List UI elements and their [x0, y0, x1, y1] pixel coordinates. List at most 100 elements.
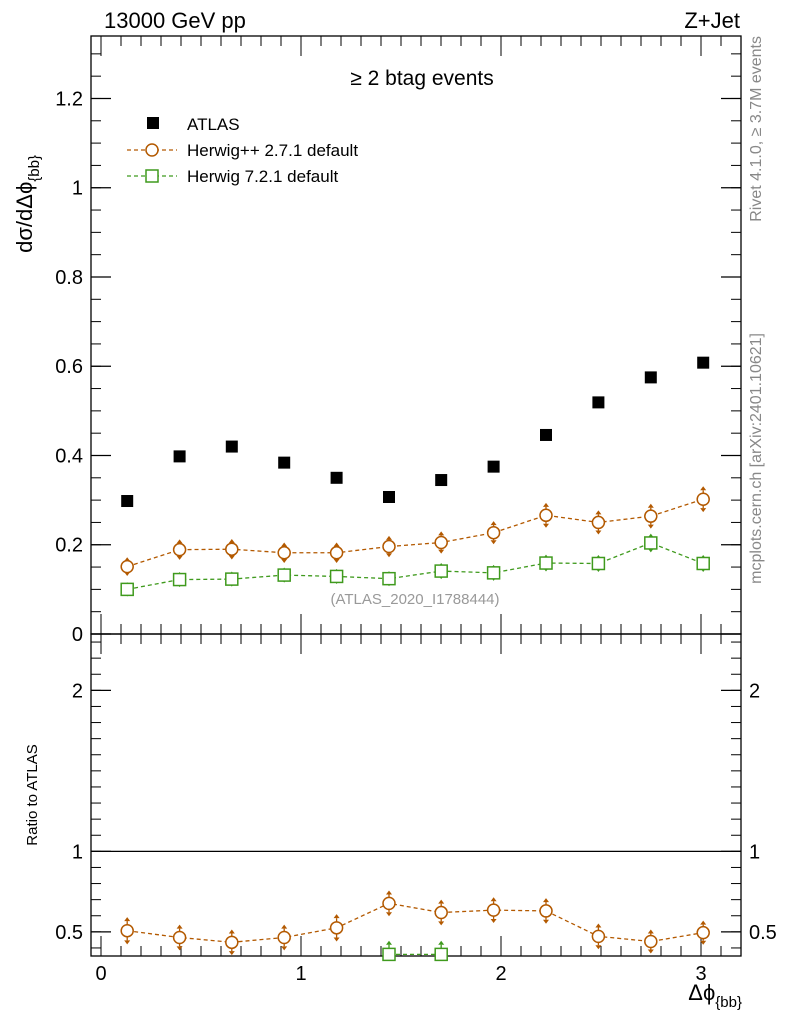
herwigpp-point-errorbar-cap-top — [543, 502, 549, 507]
herwig7-ratio-errorbar-cap — [438, 940, 445, 945]
herwigpp-ratio-point-errorbar-cap-bottom — [333, 937, 340, 942]
herwigpp-ratio-point — [329, 921, 344, 935]
herwigpp-ratio-point-errorbar-cap-bottom — [700, 940, 707, 945]
x-tick-label: 1 — [295, 963, 306, 985]
ratio-y-tick-label-right: 2 — [749, 680, 760, 702]
herwig7-point — [644, 536, 658, 550]
herwig7-series-line — [127, 542, 704, 591]
main-y-axis: 0 0.2 0.4 0.6 0.8 1 1.2 — [55, 53, 741, 646]
svg-text:dσ/dΔϕ{bb}: dσ/dΔϕ{bb} — [12, 155, 43, 253]
herwigpp-ratio-point-errorbar-cap-bottom — [124, 940, 131, 945]
herwigpp-point-errorbar-cap-bottom — [333, 559, 340, 564]
herwigpp-ratio-point-errorbar-cap-bottom — [281, 946, 288, 951]
herwigpp-point-errorbar-cap-bottom — [176, 555, 183, 560]
herwigpp-ratio-point — [486, 903, 501, 917]
main-y-tick-label: 0.2 — [55, 535, 83, 557]
herwigpp-ratio-line — [127, 902, 704, 943]
herwigpp-ratio-point-errorbar-cap-top — [228, 929, 235, 934]
herwigpp-point-errorbar-cap-bottom — [386, 553, 392, 558]
herwigpp-ratio-point-errorbar-cap-top — [543, 898, 549, 903]
herwigpp-point-errorbar-cap-top — [700, 486, 707, 491]
herwigpp-ratio-point-errorbar-cap-bottom — [438, 921, 445, 926]
xlabel-sub: {bb} — [715, 994, 742, 1011]
herwigpp-point-errorbar-cap-top — [595, 510, 602, 515]
herwigpp-ratio-point — [591, 929, 606, 944]
herwigpp-ratio-point — [225, 935, 239, 950]
header-energy: 13000 GeV pp — [104, 8, 246, 33]
herwigpp-point-errorbar-cap-bottom — [281, 559, 288, 564]
herwigpp-ratio-point-errorbar-cap-bottom — [490, 918, 497, 923]
herwigpp-ratio-point — [277, 930, 291, 945]
herwigpp-point-errorbar-cap-bottom — [543, 523, 549, 528]
herwigpp-ratio-point-errorbar-cap-top — [386, 890, 392, 895]
atlas-point — [644, 371, 657, 384]
legend: ATLAS Herwig++ 2.7.1 default Herwig 7.2.… — [127, 115, 358, 186]
herwigpp-ratio-point-errorbar-cap-top — [490, 897, 497, 902]
herwigpp-ratio-point-errorbar-cap-bottom — [595, 945, 602, 950]
atlas-point — [697, 356, 710, 369]
header-process: Z+Jet — [684, 8, 740, 33]
main-y-axis-label: dσ/dΔϕ{bb} — [12, 155, 43, 253]
x-tick-label: 2 — [495, 963, 506, 985]
herwigpp-point-errorbar-cap-bottom — [228, 555, 235, 560]
ratio-y-tick-label: 0.5 — [55, 922, 83, 944]
herwigpp-ratio-point — [434, 905, 448, 920]
herwigpp-ratio-point-errorbar-cap-top — [438, 899, 445, 904]
herwigpp-ratio-point-errorbar-cap-bottom — [228, 951, 235, 956]
x-tick-label: 0 — [95, 963, 106, 985]
herwig7-point — [382, 571, 396, 586]
ylabel-sub: {bb} — [26, 155, 43, 182]
herwig7-ratio-point — [434, 947, 448, 962]
herwigpp-ratio-point-errorbar-cap-top — [281, 924, 288, 929]
x-axis-label: Δϕ{bb} — [688, 980, 742, 1011]
herwigpp-point-errorbar-cap-top — [333, 542, 340, 547]
atlas-point — [592, 396, 605, 409]
herwigpp-ratio-point-errorbar-cap-top — [333, 914, 340, 919]
atlas-point — [225, 440, 238, 453]
legend-label-herwigpp: Herwig++ 2.7.1 default — [187, 141, 358, 160]
main-x-ticks — [100, 36, 742, 634]
herwig7-point — [434, 564, 448, 578]
svg-text:Δϕ{bb}: Δϕ{bb} — [688, 980, 742, 1011]
herwigpp-ratio-point-errorbar-cap-bottom — [543, 919, 549, 924]
atlas-point — [330, 471, 343, 484]
atlas-point — [383, 490, 395, 503]
herwigpp-point — [225, 542, 239, 556]
herwigpp-point-errorbar-cap-top — [281, 542, 288, 547]
herwig7-ratio-point — [382, 947, 396, 962]
atlas-point — [278, 456, 291, 469]
herwigpp-point-errorbar-cap-top — [386, 535, 392, 540]
herwigpp-point — [486, 525, 501, 540]
ratio-y-tick-label-right: 1 — [749, 841, 760, 863]
mcplots-label: mcplots.cern.ch [arXiv:2401.10621] — [748, 333, 765, 584]
herwig7-point — [696, 556, 710, 571]
herwig7-ratio-errorbar-cap — [386, 940, 392, 945]
herwigpp-ratio-point — [172, 930, 187, 945]
herwigpp-ratio-point — [382, 896, 396, 911]
herwigpp-point-errorbar-cap-bottom — [595, 530, 602, 535]
herwigpp-ratio-point-errorbar-cap-bottom — [647, 949, 654, 954]
herwig7-point — [225, 572, 239, 586]
chart-title: ≥ 2 btag events — [350, 67, 493, 90]
main-y-tick-label: 0.8 — [55, 267, 83, 289]
main-y-tick-label: 1 — [72, 178, 83, 200]
xlabel-text: Δϕ — [688, 980, 715, 1005]
herwigpp-ratio-point — [644, 934, 658, 949]
herwig7-point — [539, 556, 553, 570]
herwig7-point — [277, 568, 291, 582]
herwigpp-point — [539, 508, 553, 523]
herwigpp-point-errorbar-cap-top — [647, 503, 654, 508]
herwig7-point — [591, 556, 606, 571]
ratio-x-axis: 0 1 2 3 — [95, 634, 742, 985]
herwigpp-ratio-point-errorbar-cap-top — [647, 929, 654, 934]
herwig7-point — [329, 569, 344, 584]
herwigpp-point-errorbar-cap-bottom — [700, 508, 707, 513]
herwigpp-ratio-point-errorbar-cap-bottom — [386, 912, 392, 917]
herwigpp-point — [696, 492, 710, 506]
ratio-y-tick-label: 2 — [72, 680, 83, 702]
main-y-tick-label: 0.4 — [55, 445, 83, 467]
herwigpp-ratio-point-errorbar-cap-bottom — [176, 946, 183, 951]
herwigpp-point — [277, 546, 291, 560]
ratio-panel-frame — [90, 633, 742, 957]
